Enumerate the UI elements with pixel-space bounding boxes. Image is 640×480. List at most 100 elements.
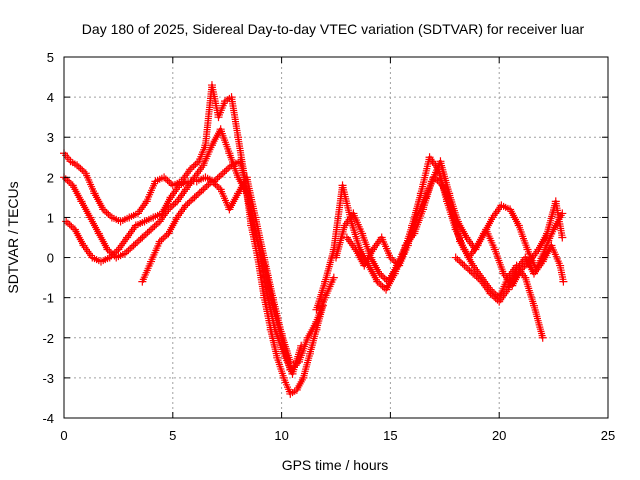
y-tick-label: -3 bbox=[42, 371, 54, 386]
data-point bbox=[292, 385, 301, 394]
trace-markers bbox=[405, 216, 420, 247]
series-satellite-track-7 bbox=[342, 173, 567, 290]
trace-markers bbox=[110, 214, 122, 224]
trace-markers bbox=[414, 196, 428, 219]
trace-markers bbox=[492, 248, 507, 275]
trace-markers bbox=[79, 199, 93, 219]
trace-markers bbox=[200, 144, 215, 167]
data-point bbox=[451, 253, 460, 262]
data-point bbox=[425, 153, 434, 162]
data-point bbox=[173, 213, 182, 222]
data-point bbox=[460, 261, 469, 270]
trace-markers bbox=[272, 328, 287, 356]
trace-markers bbox=[274, 356, 287, 380]
trace-markers bbox=[168, 183, 182, 199]
data-point bbox=[114, 245, 123, 254]
x-tick-label: 20 bbox=[492, 428, 506, 443]
data-point bbox=[384, 277, 393, 286]
trace-markers bbox=[64, 219, 77, 232]
trace-markers bbox=[134, 219, 146, 228]
trace-markers bbox=[254, 256, 268, 299]
trace-markers bbox=[162, 175, 175, 188]
trace-markers bbox=[411, 208, 426, 235]
data-point bbox=[70, 225, 79, 234]
trace-markers bbox=[396, 244, 411, 267]
series-satellite-track-8 bbox=[451, 241, 568, 306]
trace-markers bbox=[437, 159, 453, 195]
trace-markers bbox=[92, 191, 106, 211]
trace-markers bbox=[313, 296, 328, 323]
x-tick-label: 15 bbox=[383, 428, 397, 443]
trace-markers bbox=[116, 236, 130, 251]
trace-markers bbox=[171, 178, 183, 188]
trace-markers bbox=[192, 163, 206, 179]
trace-markers bbox=[366, 264, 380, 284]
data-point bbox=[90, 189, 99, 198]
data-point bbox=[157, 209, 166, 218]
trace-markers bbox=[196, 144, 208, 163]
x-tick-label: 25 bbox=[601, 428, 615, 443]
trace-markers bbox=[210, 179, 223, 192]
trace-markers bbox=[107, 247, 121, 260]
data-point bbox=[368, 245, 377, 254]
trace-markers bbox=[204, 174, 216, 184]
y-tick-label: 2 bbox=[47, 170, 54, 185]
data-point bbox=[382, 285, 391, 294]
trace-markers bbox=[300, 352, 313, 380]
data-point bbox=[342, 233, 351, 242]
trace-markers bbox=[144, 180, 158, 203]
data-point bbox=[286, 357, 295, 366]
trace-markers bbox=[417, 156, 433, 195]
trace-markers bbox=[497, 288, 510, 304]
trace-markers bbox=[192, 187, 205, 200]
trace-markers bbox=[131, 235, 145, 248]
trace-markers bbox=[455, 220, 469, 239]
trace-markers bbox=[448, 208, 463, 243]
data-point bbox=[166, 193, 175, 202]
trace-markers bbox=[62, 151, 73, 163]
trace-markers bbox=[294, 376, 306, 392]
trace-markers bbox=[119, 214, 131, 224]
trace-markers bbox=[267, 328, 281, 360]
data-point bbox=[558, 233, 567, 242]
trace-markers bbox=[289, 387, 299, 397]
data-point bbox=[207, 141, 216, 150]
trace-markers bbox=[557, 264, 567, 283]
data-point bbox=[469, 269, 478, 278]
trace-markers bbox=[159, 195, 173, 215]
trace-markers bbox=[179, 167, 193, 183]
trace-markers bbox=[305, 320, 319, 340]
trace-markers bbox=[548, 244, 563, 267]
trace-markers bbox=[531, 304, 546, 340]
y-tick-label: 3 bbox=[47, 130, 54, 145]
data-point bbox=[133, 209, 142, 218]
trace-markers bbox=[223, 94, 233, 104]
trace-markers bbox=[333, 224, 348, 259]
trace-markers bbox=[453, 255, 467, 268]
x-tick-label: 0 bbox=[60, 428, 67, 443]
data-point bbox=[506, 205, 515, 214]
trace-markers bbox=[75, 163, 88, 176]
data-point bbox=[160, 173, 169, 182]
data-point bbox=[225, 205, 234, 214]
trace-markers bbox=[101, 207, 114, 220]
trace-markers bbox=[527, 248, 541, 264]
data-point bbox=[464, 253, 473, 262]
y-axis-label: SDTVAR / TECUs bbox=[5, 181, 21, 293]
data-point bbox=[530, 269, 539, 278]
trace-markers bbox=[289, 344, 304, 376]
trace-markers bbox=[62, 175, 75, 188]
trace-markers bbox=[269, 296, 285, 335]
data-point bbox=[495, 297, 504, 306]
y-tick-label: 0 bbox=[47, 251, 54, 266]
y-tick-label: -1 bbox=[42, 291, 54, 306]
trace-markers bbox=[261, 296, 274, 331]
trace-markers bbox=[462, 263, 475, 276]
trace-markers bbox=[166, 199, 179, 212]
trace-markers bbox=[350, 212, 365, 235]
trace-markers bbox=[466, 244, 480, 259]
trace-markers bbox=[151, 210, 164, 220]
x-tick-label: 10 bbox=[274, 428, 288, 443]
trace-markers bbox=[542, 228, 557, 251]
